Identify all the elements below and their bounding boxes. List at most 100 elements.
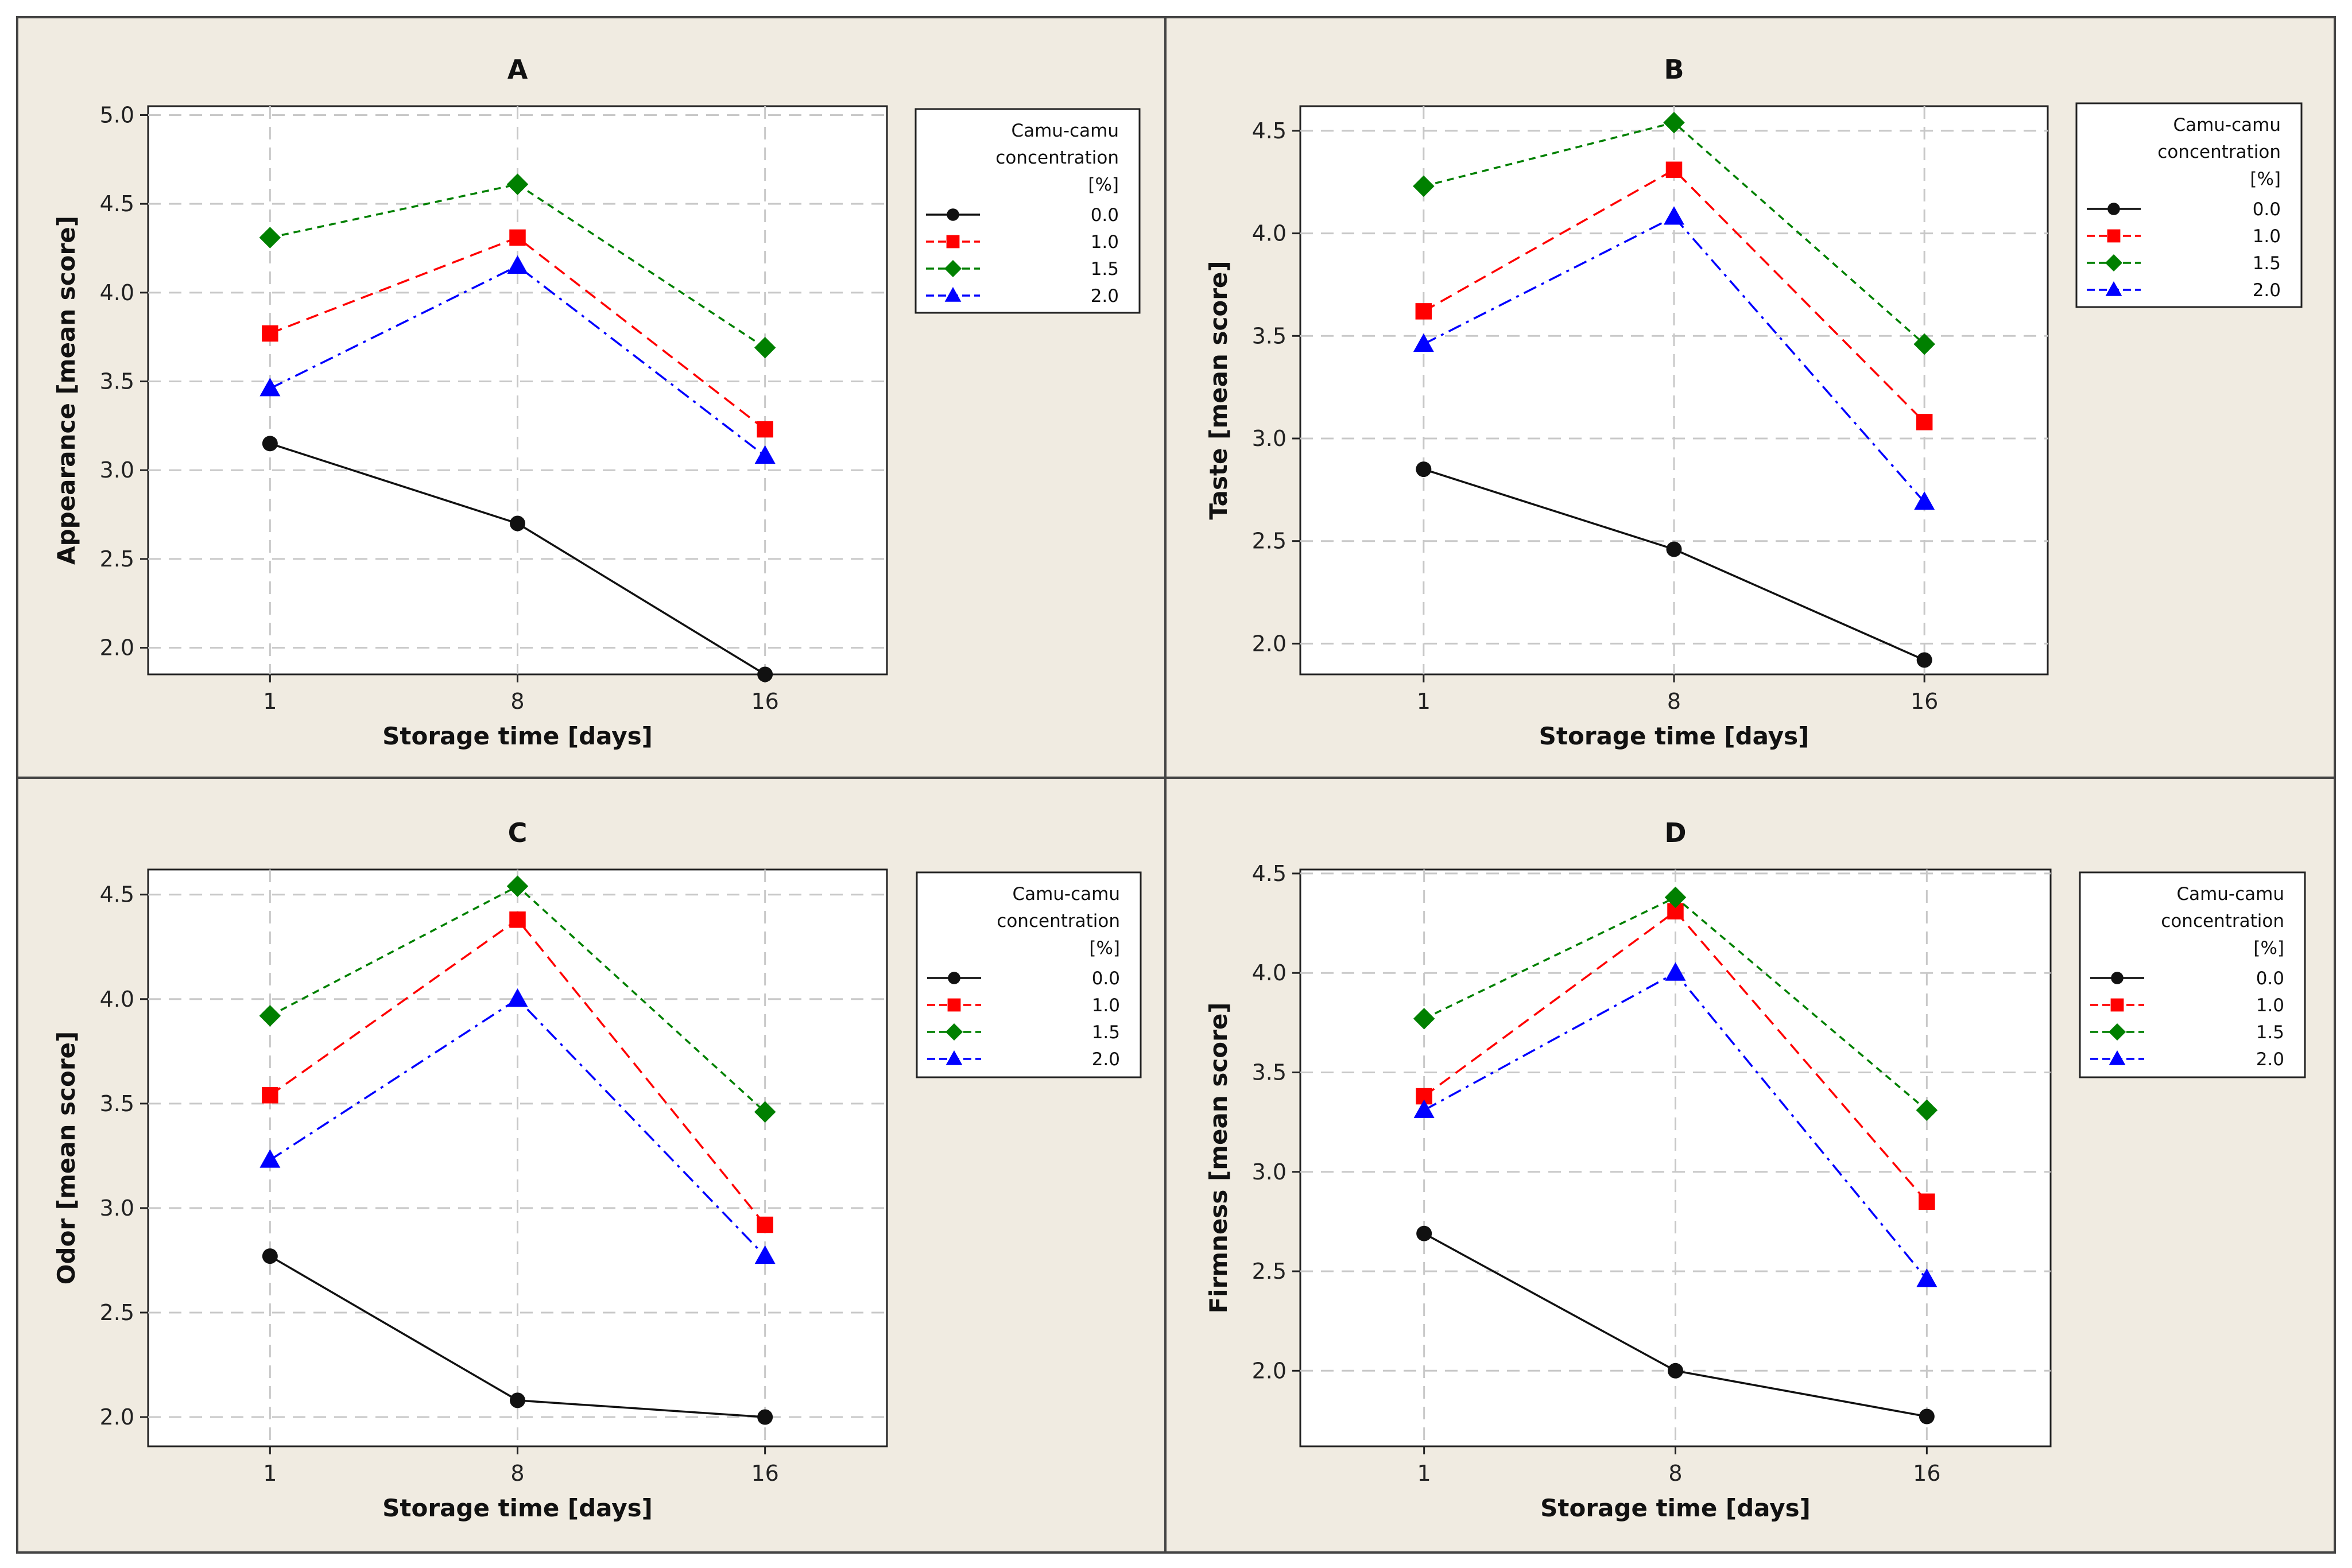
legend: Camu-camu concentration [%] 0.0 1.0 1.5 2.0 [2075,102,2303,308]
legend-marker [946,1050,963,1065]
data-point [1913,333,1935,355]
data-point [757,421,773,438]
y-tick-label: 2.5 [1252,529,1287,554]
data-point [1666,541,1682,557]
legend-title: [%] [2250,169,2281,189]
legend: Camu-camu concentration [%] 0.0 1.0 1.5 2.0 [2079,871,2306,1078]
data-point [1413,175,1435,197]
series-line [269,265,766,457]
y-tick-label: 3.5 [1252,323,1287,348]
data-point [1413,1099,1435,1118]
data-point [1416,1225,1432,1241]
data-point [259,1005,281,1027]
legend-label: 0.0 [1092,968,1120,989]
y-tick-label: 4.5 [1252,118,1287,143]
x-tick-label: 8 [510,689,524,714]
legend-marker [2105,281,2122,296]
series-0-0 [262,1248,773,1425]
series-0-0 [1416,1225,1935,1425]
y-tick-label: 2.0 [1252,631,1287,656]
y-tick-label: 2.0 [1252,1358,1287,1383]
legend-label: 2.0 [2256,1049,2284,1070]
legend-marker [2107,229,2121,243]
data-point [1919,1193,1935,1210]
legend-label: 1.0 [2253,226,2281,247]
legend-marker [946,1023,963,1041]
legend-title: [%] [1089,938,1120,958]
y-tick-label: 2.5 [100,546,134,572]
data-point [757,1216,773,1233]
data-point [1413,333,1434,352]
data-point [1664,206,1684,225]
y-tick-label: 4.5 [100,191,134,216]
chart-panel-d: 2.0 2.5 3.0 3.5 4.0 4.5 1 8 16 D Storage time [day… [1164,777,2336,1554]
data-point [506,875,529,897]
x-tick-label: 1 [263,1461,277,1486]
series-1-0 [262,229,773,438]
legend-marker [2107,203,2120,215]
legend-title: Camu-camu [1012,884,1120,905]
x-tick-label: 16 [1911,689,1938,714]
legend: Camu-camu concentration [%] 0.0 1.0 1.5 2.0 [916,871,1142,1078]
series-1-0 [1415,161,1933,430]
series-1-5 [259,875,776,1123]
series-line [1423,910,1928,1202]
data-point [262,436,278,452]
legend-marker [947,208,959,221]
data-point [259,1149,281,1168]
legend-label: 2.0 [2253,280,2281,301]
y-tick-label: 4.0 [100,987,134,1012]
legend-label: 0.0 [1091,205,1119,226]
series-line [1423,215,1925,503]
x-axis-label: Storage time [days] [382,722,653,750]
chart-panel-c: 2.0 2.5 3.0 3.5 4.0 4.5 1 8 16 C Storage time [day… [16,777,1167,1554]
x-axis-label: Storage time [days] [1540,1494,1811,1522]
x-tick-label: 16 [1913,1461,1940,1486]
data-point [1916,652,1932,668]
legend-marker [946,235,960,249]
data-point [1914,491,1935,510]
data-point [507,988,528,1007]
data-point [754,337,776,359]
data-point [1416,461,1432,478]
data-point [1665,161,1683,178]
series-2-0 [1413,206,1935,510]
y-tick-label: 2.5 [100,1300,134,1325]
y-tick-label: 4.0 [1252,221,1287,246]
y-axis-label: Firmness [mean score] [1204,1002,1233,1313]
data-point [754,445,776,464]
chart-title: A [507,54,528,85]
y-tick-label: 4.0 [100,280,134,305]
legend-title: concentration [2157,142,2281,162]
x-axis-label: Storage time [days] [382,1494,653,1522]
data-point [510,515,525,531]
legend-title: Camu-camu [2173,115,2281,135]
data-point [754,1245,776,1264]
legend-label: 2.0 [1091,286,1119,306]
data-point [259,227,281,249]
legend-label: 1.0 [2256,995,2284,1016]
data-point [507,255,528,274]
series-1-5 [1413,886,1938,1121]
legend-marker [2105,254,2122,271]
legend-marker [944,287,962,302]
data-point [1663,111,1685,134]
legend-label: 1.5 [2256,1022,2284,1043]
legend-label: 2.0 [1092,1049,1120,1070]
data-point [1664,886,1687,909]
series-1-0 [262,911,773,1233]
data-point [506,173,529,195]
y-tick-label: 4.5 [1252,861,1287,886]
y-tick-label: 4.0 [1252,960,1287,985]
legend: Camu-camu concentration [%] 0.0 1.0 1.5 2.0 [915,108,1141,314]
data-point [1919,1408,1935,1425]
data-point [509,911,526,928]
legend-marker [2109,1050,2126,1065]
data-point [757,1409,773,1425]
y-tick-label: 3.0 [1252,426,1287,451]
legend-label: 1.0 [1091,232,1119,253]
y-axis-label: Odor [mean score] [52,1031,80,1284]
data-point [1668,1363,1683,1379]
data-point [509,229,526,246]
